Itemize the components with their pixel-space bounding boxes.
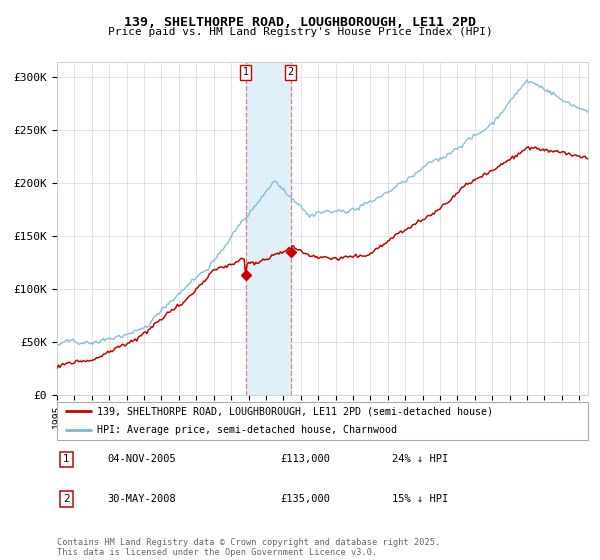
Text: 139, SHELTHORPE ROAD, LOUGHBOROUGH, LE11 2PD: 139, SHELTHORPE ROAD, LOUGHBOROUGH, LE11… xyxy=(124,16,476,29)
Text: 2: 2 xyxy=(63,494,70,503)
Text: £113,000: £113,000 xyxy=(280,455,330,464)
Text: 15% ↓ HPI: 15% ↓ HPI xyxy=(392,494,448,503)
Text: 1: 1 xyxy=(63,455,70,464)
FancyBboxPatch shape xyxy=(57,402,588,440)
Text: 1: 1 xyxy=(243,67,249,77)
Text: 139, SHELTHORPE ROAD, LOUGHBOROUGH, LE11 2PD (semi-detached house): 139, SHELTHORPE ROAD, LOUGHBOROUGH, LE11… xyxy=(97,406,493,416)
Text: HPI: Average price, semi-detached house, Charnwood: HPI: Average price, semi-detached house,… xyxy=(97,425,397,435)
Text: 2: 2 xyxy=(287,67,294,77)
Bar xyxy=(246,62,290,395)
Text: £135,000: £135,000 xyxy=(280,494,330,503)
Text: 04-NOV-2005: 04-NOV-2005 xyxy=(107,455,176,464)
Text: Price paid vs. HM Land Registry's House Price Index (HPI): Price paid vs. HM Land Registry's House … xyxy=(107,27,493,37)
Text: Contains HM Land Registry data © Crown copyright and database right 2025.
This d: Contains HM Land Registry data © Crown c… xyxy=(57,538,440,557)
Text: 24% ↓ HPI: 24% ↓ HPI xyxy=(392,455,448,464)
Text: 30-MAY-2008: 30-MAY-2008 xyxy=(107,494,176,503)
